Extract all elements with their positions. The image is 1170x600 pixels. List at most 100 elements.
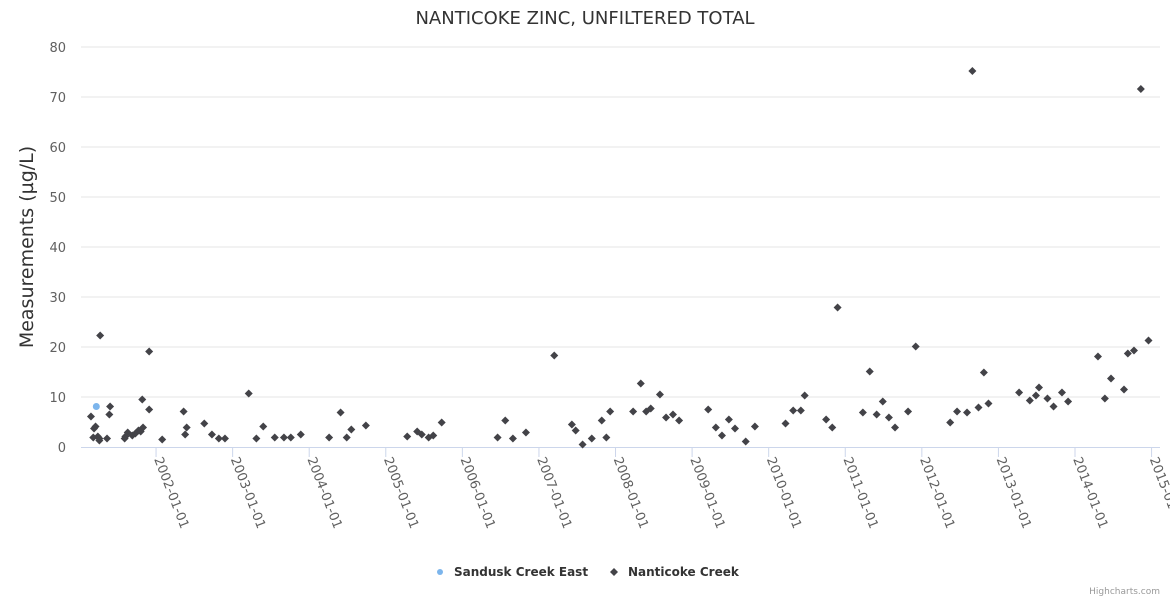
data-point-nanticoke-creek[interactable] xyxy=(105,410,114,419)
data-point-nanticoke-creek[interactable] xyxy=(181,430,190,439)
data-point-nanticoke-creek[interactable] xyxy=(571,426,580,435)
data-point-nanticoke-creek[interactable] xyxy=(789,406,798,415)
data-point-nanticoke-creek[interactable] xyxy=(891,423,900,432)
data-point-nanticoke-creek[interactable] xyxy=(244,389,253,398)
data-point-nanticoke-creek[interactable] xyxy=(1064,397,1073,406)
data-point-nanticoke-creek[interactable] xyxy=(1144,336,1153,345)
data-point-nanticoke-creek[interactable] xyxy=(828,423,837,432)
data-point-nanticoke-creek[interactable] xyxy=(1123,349,1132,358)
data-point-nanticoke-creek[interactable] xyxy=(629,407,638,416)
data-point-nanticoke-creek[interactable] xyxy=(567,420,576,429)
data-point-nanticoke-creek[interactable] xyxy=(730,424,739,433)
data-point-nanticoke-creek[interactable] xyxy=(1049,402,1058,411)
data-point-nanticoke-creek[interactable] xyxy=(103,434,112,443)
data-point-nanticoke-creek[interactable] xyxy=(501,416,510,425)
data-point-nanticoke-creek[interactable] xyxy=(1100,394,1109,403)
data-point-nanticoke-creek[interactable] xyxy=(1035,383,1044,392)
data-point-nanticoke-creek[interactable] xyxy=(296,430,305,439)
data-point-nanticoke-creek[interactable] xyxy=(602,433,611,442)
data-point-nanticoke-creek[interactable] xyxy=(1025,396,1034,405)
data-point-nanticoke-creek[interactable] xyxy=(508,434,517,443)
data-point-nanticoke-creek[interactable] xyxy=(286,433,295,442)
data-point-nanticoke-creek[interactable] xyxy=(979,368,988,377)
data-point-nanticoke-creek[interactable] xyxy=(865,367,874,376)
data-point-nanticoke-creek[interactable] xyxy=(252,434,261,443)
data-point-nanticoke-creek[interactable] xyxy=(946,418,955,427)
data-point-nanticoke-creek[interactable] xyxy=(911,342,920,351)
data-point-nanticoke-creek[interactable] xyxy=(1136,85,1145,93)
data-point-nanticoke-creek[interactable] xyxy=(347,425,356,434)
data-point-nanticoke-creek[interactable] xyxy=(750,422,759,431)
data-point-nanticoke-creek[interactable] xyxy=(437,418,446,427)
data-point-nanticoke-creek[interactable] xyxy=(662,413,671,422)
data-point-nanticoke-creek[interactable] xyxy=(429,431,438,440)
data-point-nanticoke-creek[interactable] xyxy=(1093,352,1102,361)
data-point-nanticoke-creek[interactable] xyxy=(91,422,100,431)
data-point-sandusk-creek-east[interactable] xyxy=(92,403,100,410)
data-point-nanticoke-creek[interactable] xyxy=(711,423,720,432)
data-point-nanticoke-creek[interactable] xyxy=(86,412,95,421)
data-point-nanticoke-creek[interactable] xyxy=(1129,346,1138,355)
data-point-nanticoke-creek[interactable] xyxy=(675,416,684,425)
data-point-nanticoke-creek[interactable] xyxy=(587,434,596,443)
data-point-nanticoke-creek[interactable] xyxy=(207,430,216,439)
data-point-nanticoke-creek[interactable] xyxy=(106,402,115,411)
credits-link[interactable]: Highcharts.com xyxy=(1089,587,1160,597)
data-point-nanticoke-creek[interactable] xyxy=(872,410,881,419)
data-point-nanticoke-creek[interactable] xyxy=(342,433,351,442)
data-point-nanticoke-creek[interactable] xyxy=(200,419,209,428)
legend-item-nanticoke-creek[interactable]: Nanticoke Creek xyxy=(610,565,740,579)
data-point-nanticoke-creek[interactable] xyxy=(158,435,167,444)
data-point-nanticoke-creek[interactable] xyxy=(974,403,983,412)
data-point-nanticoke-creek[interactable] xyxy=(145,347,154,356)
data-point-nanticoke-creek[interactable] xyxy=(781,419,790,428)
data-point-nanticoke-creek[interactable] xyxy=(214,434,223,443)
data-point-nanticoke-creek[interactable] xyxy=(724,415,733,424)
data-point-nanticoke-creek[interactable] xyxy=(1031,391,1040,400)
data-point-nanticoke-creek[interactable] xyxy=(741,437,750,446)
data-point-nanticoke-creek[interactable] xyxy=(668,410,677,419)
data-point-nanticoke-creek[interactable] xyxy=(259,422,268,431)
data-point-nanticoke-creek[interactable] xyxy=(403,432,412,441)
data-point-nanticoke-creek[interactable] xyxy=(578,440,587,449)
data-point-nanticoke-creek[interactable] xyxy=(279,433,288,442)
data-point-nanticoke-creek[interactable] xyxy=(336,408,345,417)
legend-item-sandusk-creek-east[interactable]: Sandusk Creek East xyxy=(437,565,588,579)
data-point-nanticoke-creek[interactable] xyxy=(597,416,606,425)
data-point-nanticoke-creek[interactable] xyxy=(606,407,615,416)
data-point-nanticoke-creek[interactable] xyxy=(822,415,831,424)
data-point-nanticoke-creek[interactable] xyxy=(493,433,502,442)
data-point-nanticoke-creek[interactable] xyxy=(1120,385,1129,394)
data-point-nanticoke-creek[interactable] xyxy=(417,430,426,439)
data-point-nanticoke-creek[interactable] xyxy=(361,421,370,430)
data-point-nanticoke-creek[interactable] xyxy=(139,423,148,432)
data-point-nanticoke-creek[interactable] xyxy=(1057,388,1066,397)
data-point-nanticoke-creek[interactable] xyxy=(800,391,809,400)
data-point-nanticoke-creek[interactable] xyxy=(884,413,893,422)
data-point-nanticoke-creek[interactable] xyxy=(878,397,887,406)
data-point-nanticoke-creek[interactable] xyxy=(270,433,279,442)
data-point-nanticoke-creek[interactable] xyxy=(953,407,962,416)
data-point-nanticoke-creek[interactable] xyxy=(96,331,105,340)
data-point-nanticoke-creek[interactable] xyxy=(182,423,191,432)
data-point-nanticoke-creek[interactable] xyxy=(655,390,664,399)
data-point-nanticoke-creek[interactable] xyxy=(796,406,805,415)
data-point-nanticoke-creek[interactable] xyxy=(704,405,713,414)
data-point-nanticoke-creek[interactable] xyxy=(904,407,913,416)
data-point-nanticoke-creek[interactable] xyxy=(963,408,972,417)
data-point-nanticoke-creek[interactable] xyxy=(521,428,530,437)
data-point-nanticoke-creek[interactable] xyxy=(550,351,559,360)
data-point-nanticoke-creek[interactable] xyxy=(95,436,104,445)
data-point-nanticoke-creek[interactable] xyxy=(1106,374,1115,383)
data-point-nanticoke-creek[interactable] xyxy=(858,408,867,417)
data-point-nanticoke-creek[interactable] xyxy=(1015,388,1024,397)
data-point-nanticoke-creek[interactable] xyxy=(717,431,726,440)
data-point-nanticoke-creek[interactable] xyxy=(636,379,645,388)
data-point-nanticoke-creek[interactable] xyxy=(1043,394,1052,403)
data-point-nanticoke-creek[interactable] xyxy=(145,405,154,414)
data-point-nanticoke-creek[interactable] xyxy=(325,433,334,442)
data-point-nanticoke-creek[interactable] xyxy=(646,404,655,413)
data-point-nanticoke-creek[interactable] xyxy=(833,303,842,312)
data-point-nanticoke-creek[interactable] xyxy=(138,395,147,404)
data-point-nanticoke-creek[interactable] xyxy=(968,67,977,75)
